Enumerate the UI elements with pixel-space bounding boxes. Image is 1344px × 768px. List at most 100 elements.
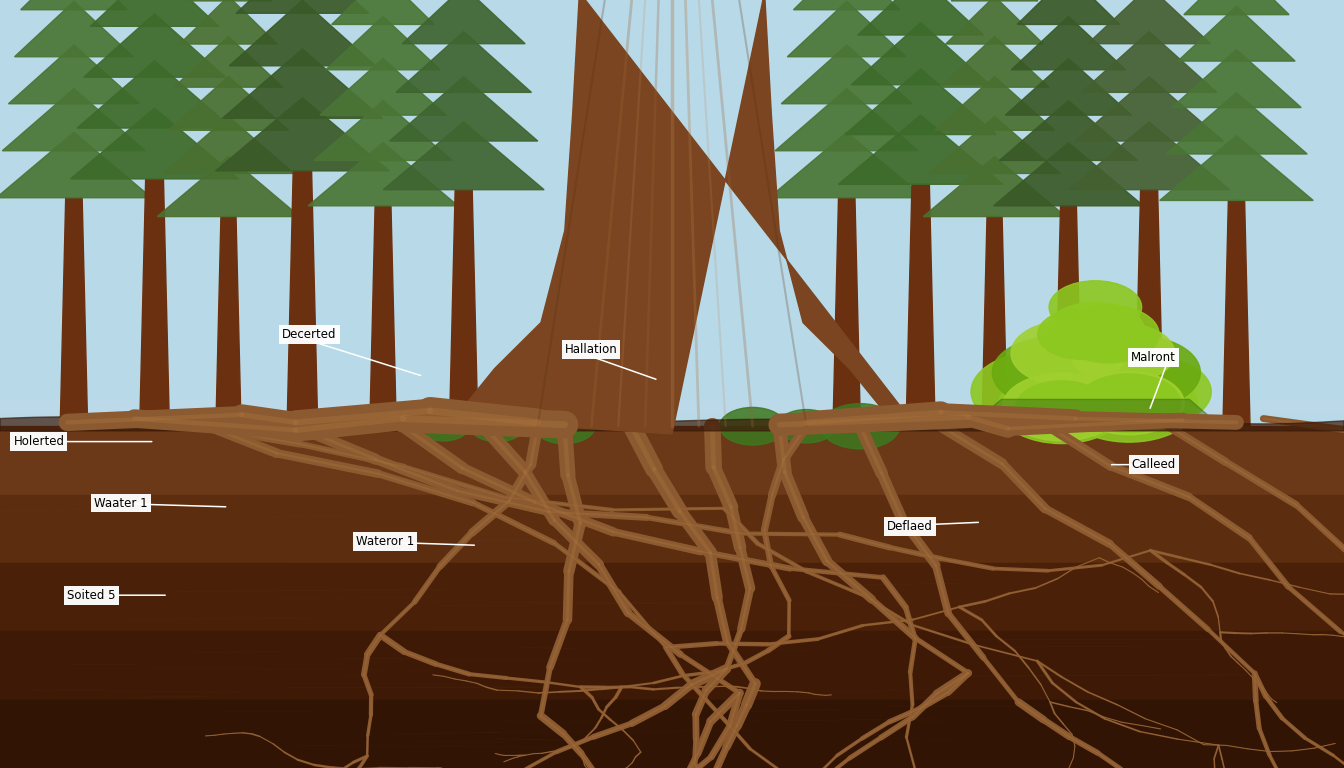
Polygon shape [1075,77,1223,141]
Bar [0,405,1344,419]
Bar [0,404,1344,419]
Bar [0,412,1344,426]
Bar [0,700,1344,768]
Bar [0,407,1344,421]
Circle shape [777,409,836,443]
Polygon shape [923,157,1066,217]
Bar [0,403,1344,418]
Polygon shape [845,69,996,134]
Polygon shape [20,0,128,10]
Polygon shape [325,16,441,70]
Bar [0,403,1344,417]
Polygon shape [1160,136,1313,200]
Polygon shape [974,399,1216,422]
Polygon shape [185,0,271,1]
Polygon shape [163,117,294,174]
Polygon shape [1082,31,1216,92]
Bar [0,399,1344,413]
Bar [0,399,1344,413]
Circle shape [1060,364,1198,442]
Circle shape [418,412,469,441]
Circle shape [1050,281,1141,333]
Polygon shape [320,58,446,115]
Bar [0,405,1344,419]
Bar [0,412,1344,425]
Polygon shape [308,143,458,206]
Polygon shape [222,49,383,118]
Bar [0,426,1344,495]
Polygon shape [769,132,925,198]
Bar [0,401,1344,415]
Polygon shape [8,45,140,104]
Bar [0,0,1344,426]
Polygon shape [0,132,152,198]
Polygon shape [449,190,478,426]
Polygon shape [1134,190,1164,426]
Text: Calleed: Calleed [1132,458,1176,471]
Circle shape [1011,320,1126,386]
Bar [0,409,1344,424]
Bar [0,399,1344,414]
Polygon shape [1000,101,1137,161]
Polygon shape [173,36,284,88]
Polygon shape [952,0,1038,1]
Polygon shape [1068,122,1230,190]
Bar [0,411,1344,425]
Polygon shape [434,0,910,434]
Polygon shape [390,77,538,141]
Bar [0,563,1344,631]
Polygon shape [1184,0,1289,15]
Polygon shape [934,76,1055,131]
Circle shape [1074,372,1184,435]
Circle shape [972,352,1111,432]
Polygon shape [83,14,226,78]
Bar [0,411,1344,425]
Polygon shape [215,98,390,171]
Circle shape [470,411,524,442]
Text: Deflaed: Deflaed [887,520,933,532]
Polygon shape [168,76,289,131]
Polygon shape [857,0,984,35]
Polygon shape [1087,0,1211,44]
Bar [0,495,1344,563]
Circle shape [1016,381,1107,433]
Polygon shape [833,198,860,426]
Polygon shape [993,143,1144,206]
Polygon shape [1011,16,1126,70]
Circle shape [1074,372,1184,435]
Text: Holerted: Holerted [13,435,65,448]
Polygon shape [77,61,233,128]
Bar [0,407,1344,422]
Polygon shape [288,171,317,426]
Polygon shape [1017,0,1120,25]
Bar [0,406,1344,421]
Circle shape [1038,309,1126,359]
Text: Malront: Malront [1132,351,1176,363]
Circle shape [997,370,1126,444]
Polygon shape [781,45,913,104]
Circle shape [992,336,1118,409]
Bar [0,402,1344,417]
Polygon shape [1172,49,1301,108]
Bar [0,631,1344,700]
Circle shape [1003,373,1121,441]
Circle shape [1059,306,1159,362]
Circle shape [1070,323,1175,383]
Polygon shape [1055,206,1082,426]
Text: Decerted: Decerted [282,328,337,340]
Polygon shape [70,108,239,179]
Polygon shape [314,101,452,161]
Polygon shape [788,2,906,57]
Circle shape [1078,374,1180,432]
Polygon shape [180,0,277,44]
Bar [0,400,1344,415]
Polygon shape [370,206,396,426]
Bar [0,401,1344,415]
Polygon shape [140,179,169,426]
Circle shape [719,407,786,445]
Circle shape [1087,356,1211,427]
Polygon shape [157,157,300,217]
Circle shape [1036,319,1154,387]
Circle shape [534,409,595,444]
Polygon shape [982,217,1007,426]
